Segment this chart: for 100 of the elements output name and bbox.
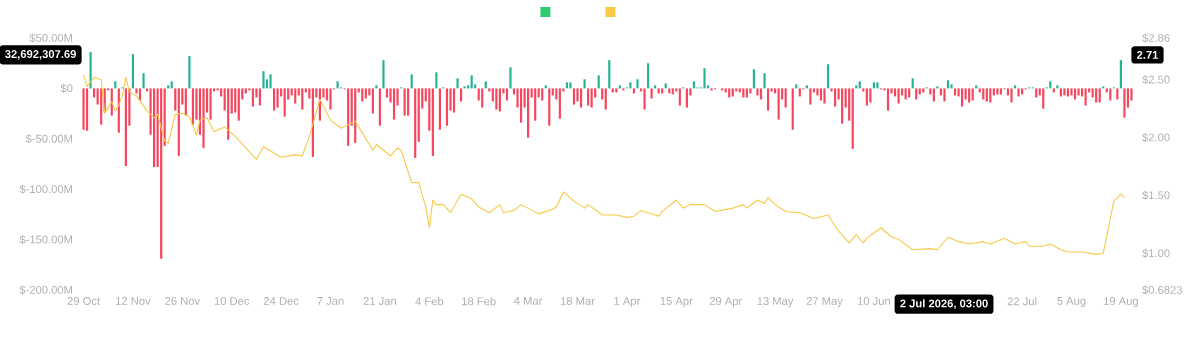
- bar: [865, 88, 868, 106]
- bar: [100, 88, 103, 125]
- bar: [272, 88, 276, 111]
- x-tick-label: 12 Nov: [116, 297, 151, 305]
- bar: [1095, 88, 1098, 103]
- bar: [851, 88, 854, 149]
- bar: [177, 88, 180, 156]
- bar: [234, 88, 237, 113]
- x-tick-label: 29 Oct: [67, 297, 100, 305]
- bar: [227, 88, 230, 140]
- bar: [382, 60, 385, 89]
- bar: [876, 82, 879, 89]
- bar: [1119, 60, 1122, 89]
- bar: [569, 82, 572, 89]
- bar: [869, 88, 872, 103]
- bar: [407, 88, 410, 116]
- x-tick-label: 13 May: [757, 297, 794, 308]
- bar: [752, 69, 756, 89]
- bar: [989, 88, 992, 103]
- bar: [841, 88, 844, 124]
- bar: [505, 88, 509, 101]
- bar: [897, 88, 900, 104]
- bar: [565, 82, 569, 89]
- bar: [519, 88, 523, 123]
- bar: [527, 88, 530, 138]
- text: 32,692,307.69: [5, 50, 76, 60]
- y-tick-label: $0: [60, 83, 73, 93]
- bar: [244, 88, 247, 94]
- bar: [583, 79, 586, 89]
- bar: [410, 74, 413, 89]
- bar: [982, 88, 985, 100]
- bar: [703, 68, 706, 89]
- bar: [202, 88, 205, 148]
- bar: [114, 81, 117, 89]
- bar: [1073, 88, 1077, 100]
- bar: [191, 88, 195, 125]
- bar: [992, 88, 995, 96]
- bar: [791, 88, 794, 130]
- x-tick-label: 5 Aug: [1057, 297, 1086, 308]
- bar: [294, 88, 297, 104]
- bar: [498, 88, 501, 112]
- bar: [170, 81, 173, 89]
- bar: [664, 83, 667, 89]
- bar: [364, 88, 367, 99]
- bar: [590, 88, 593, 108]
- y2-tick-label: $1.00: [1142, 248, 1170, 258]
- bar: [971, 88, 974, 101]
- bar: [809, 88, 812, 105]
- bar: [354, 88, 357, 143]
- y-tick-label: $50.00M: [29, 33, 73, 43]
- bar: [336, 81, 339, 89]
- bar: [774, 88, 777, 94]
- bar: [347, 88, 350, 146]
- x-tick-label: 19 Aug: [1103, 297, 1138, 308]
- bar: [1035, 88, 1038, 98]
- bar: [403, 88, 406, 116]
- y2-tick-label: $2.50: [1142, 75, 1170, 85]
- y2-tick-label: $1.50: [1142, 190, 1170, 200]
- bar: [1123, 88, 1126, 118]
- bar: [452, 88, 456, 113]
- bar: [749, 88, 752, 94]
- bar: [230, 88, 233, 114]
- bar: [784, 88, 787, 108]
- bar: [929, 88, 932, 95]
- bar: [1010, 88, 1013, 103]
- bar: [431, 88, 434, 156]
- bar: [742, 88, 745, 98]
- bar: [551, 88, 554, 96]
- bar: [209, 88, 212, 120]
- bar: [251, 88, 254, 107]
- bar: [996, 88, 999, 95]
- bar: [82, 88, 85, 130]
- bar: [918, 88, 921, 95]
- bar: [816, 88, 819, 96]
- bar: [361, 88, 364, 102]
- bar: [756, 88, 759, 96]
- y-tick-label: $-200.00M: [19, 285, 73, 295]
- bar: [385, 88, 389, 98]
- bar: [745, 88, 748, 98]
- x-tick-label: 27 May: [806, 297, 843, 308]
- bar: [131, 54, 135, 89]
- bar: [950, 84, 953, 89]
- x-tick-label: 7 Jan: [317, 297, 344, 305]
- bar: [283, 88, 286, 117]
- bar: [1084, 88, 1087, 106]
- bar: [262, 71, 265, 89]
- bar: [710, 88, 713, 91]
- bar: [308, 88, 311, 99]
- bar: [1042, 88, 1045, 109]
- bar: [495, 88, 498, 110]
- bar: [445, 88, 449, 126]
- bar: [329, 88, 332, 110]
- x-tick-label: 24 Dec: [263, 297, 299, 305]
- bar: [759, 88, 763, 100]
- bar: [1049, 81, 1052, 89]
- bar: [378, 88, 382, 126]
- bar: [188, 56, 191, 89]
- bar: [541, 88, 544, 101]
- bar: [371, 88, 374, 114]
- bar: [632, 88, 636, 94]
